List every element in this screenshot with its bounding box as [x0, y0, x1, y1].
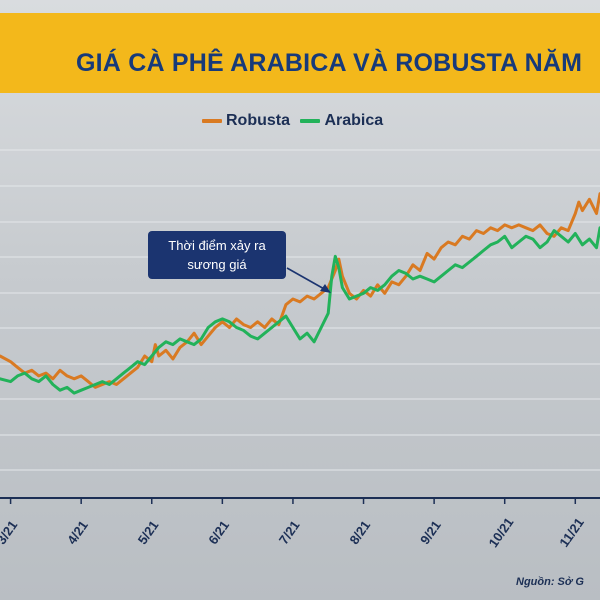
annotation-arrow-line — [286, 267, 327, 291]
annotation-pointer — [286, 267, 331, 293]
annotation-line-1: Thời điểm xảy ra — [168, 238, 266, 253]
legend-label-robusta: Robusta — [226, 112, 290, 129]
x-tick-label-5/21: 5/21 — [135, 518, 162, 547]
annotation-line-2: sương giá — [187, 257, 247, 272]
title-banner: GIÁ CÀ PHÊ ARABICA VÀ ROBUSTA NĂM — [0, 13, 600, 93]
legend: Robusta Arabica — [202, 112, 389, 132]
x-tick-label-9/21: 9/21 — [417, 518, 444, 547]
series-line-robusta — [0, 192, 600, 389]
source-note: Nguồn: Sở G — [516, 576, 584, 588]
x-tick-label-3/21: 3/21 — [0, 518, 20, 547]
legend-item-arabica: Arabica — [300, 112, 383, 130]
legend-item-robusta: Robusta — [202, 112, 290, 130]
x-axis: 3/21 4/21 5/21 6/21 7/21 8/21 9/21 10/21 11/21 — [0, 497, 600, 550]
x-tick-label-6/21: 6/21 — [205, 518, 232, 547]
legend-swatch-robusta — [202, 119, 222, 123]
gridlines — [0, 149, 600, 471]
annotation-arrow-head — [320, 284, 331, 293]
x-tick-label-10/21: 10/21 — [486, 515, 517, 550]
series-line-arabica — [0, 226, 600, 395]
legend-label-arabica: Arabica — [324, 112, 384, 129]
x-tick-label-8/21: 8/21 — [346, 518, 373, 547]
legend-swatch-arabica — [300, 119, 321, 123]
x-tick-label-7/21: 7/21 — [276, 518, 303, 547]
chart-title: GIÁ CÀ PHÊ ARABICA VÀ ROBUSTA NĂM — [76, 49, 583, 77]
series-lines — [0, 192, 600, 395]
x-tick-label-4/21: 4/21 — [64, 518, 91, 547]
x-tick-label-11/21: 11/21 — [556, 515, 587, 550]
frost-annotation: Thời điểm xảy ra sương giá — [148, 231, 286, 279]
